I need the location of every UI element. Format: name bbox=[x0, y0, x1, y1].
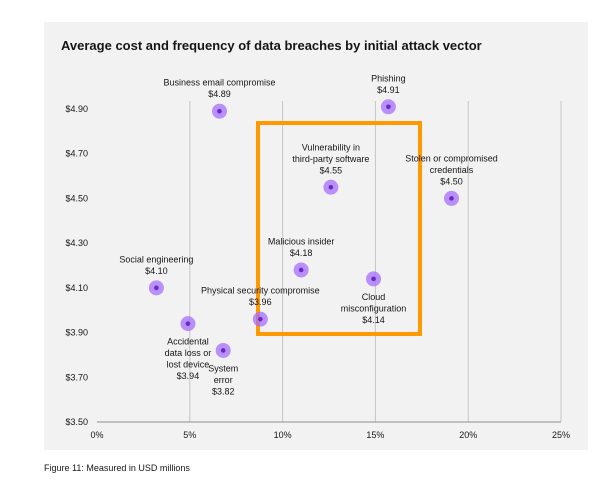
point-name-label: Vulnerability in bbox=[302, 142, 360, 152]
grid bbox=[97, 101, 562, 423]
point-name-label: lost device bbox=[167, 360, 210, 370]
point-value-label: $3.94 bbox=[177, 371, 200, 381]
point-name-label: Cloud bbox=[362, 292, 386, 302]
chart-panel bbox=[44, 22, 588, 450]
point-name-label: misconfiguration bbox=[341, 303, 407, 313]
x-axis-ticks: 0% 5% 10% 15% 20% 25% bbox=[90, 430, 570, 440]
x-tick-label: 25% bbox=[552, 430, 570, 440]
data-point bbox=[258, 316, 263, 322]
x-tick-label: 10% bbox=[274, 430, 292, 440]
point-name-label: credentials bbox=[430, 165, 474, 175]
point-labels: Business email compromise$4.89 Phishing $4… bbox=[119, 73, 497, 396]
data-point bbox=[386, 104, 391, 110]
point-name-label: System bbox=[208, 363, 238, 373]
x-tick-label: 20% bbox=[459, 430, 477, 440]
point-value-label: $4.14 bbox=[362, 315, 385, 325]
data-points bbox=[148, 99, 459, 358]
y-tick-label: $4.10 bbox=[65, 283, 88, 293]
point-name-label: Physical security compromise bbox=[201, 286, 320, 296]
y-tick-label: $3.90 bbox=[65, 328, 88, 338]
x-tick-label: 5% bbox=[183, 430, 196, 440]
point-name-label: Stolen or compromised bbox=[405, 153, 498, 163]
highlight-box bbox=[256, 121, 422, 336]
point-value-label: $4.18 bbox=[290, 248, 313, 258]
point-value-label: $4.89 bbox=[208, 89, 231, 99]
x-tick-label: 15% bbox=[366, 430, 384, 440]
y-tick-label: $3.50 bbox=[65, 417, 88, 427]
y-tick-label: $4.30 bbox=[65, 238, 88, 248]
point-value-label: $4.55 bbox=[320, 165, 343, 175]
point-value-label: $3.96 bbox=[249, 297, 272, 307]
data-point bbox=[328, 184, 334, 190]
point-name-label: Accidental bbox=[167, 337, 209, 347]
point-name-label: Malicious insider bbox=[268, 236, 335, 246]
point-name-label: third-party software bbox=[292, 154, 369, 164]
data-point bbox=[217, 108, 222, 114]
point-value-label: $3.82 bbox=[212, 386, 235, 396]
data-point bbox=[298, 267, 304, 273]
point-name-label: error bbox=[214, 375, 233, 385]
point-value-label: $4.50 bbox=[440, 176, 463, 186]
y-tick-label: $4.70 bbox=[65, 149, 88, 159]
point-name-label: Business email compromise bbox=[163, 78, 275, 88]
data-point bbox=[371, 276, 376, 282]
point-name-label: Phishing bbox=[371, 73, 406, 83]
point-name-label: Social engineering bbox=[119, 254, 193, 264]
y-tick-label: $4.90 bbox=[65, 104, 88, 114]
data-point bbox=[185, 321, 191, 326]
y-axis-ticks: $3.50 $3.70 $3.90 $4.10 $4.30 $4.50 $4.70 $4.90 bbox=[65, 104, 88, 427]
point-name-label: data loss or bbox=[165, 348, 212, 358]
data-point bbox=[154, 285, 159, 291]
x-tick-label: 0% bbox=[90, 430, 103, 440]
point-value-label: $4.10 bbox=[145, 266, 168, 276]
point-value-label: $4.91 bbox=[377, 85, 400, 95]
y-tick-label: $3.70 bbox=[65, 372, 88, 382]
data-point bbox=[220, 348, 226, 353]
data-point bbox=[449, 196, 454, 201]
figure-caption: Figure 11: Measured in USD millions bbox=[44, 463, 190, 473]
chart-title: Average cost and frequency of data breac… bbox=[61, 38, 482, 53]
y-tick-label: $4.50 bbox=[65, 193, 88, 203]
